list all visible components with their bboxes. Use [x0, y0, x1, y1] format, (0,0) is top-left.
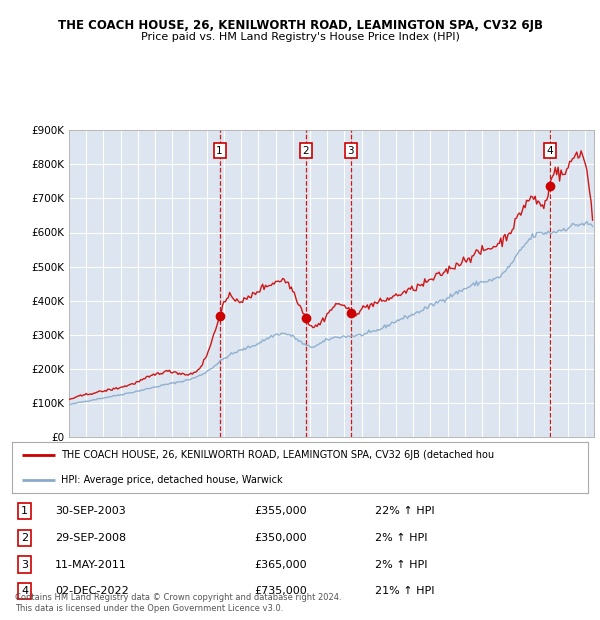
Text: 02-DEC-2022: 02-DEC-2022 — [55, 586, 129, 596]
Text: 2% ↑ HPI: 2% ↑ HPI — [375, 533, 427, 543]
Text: £365,000: £365,000 — [254, 559, 307, 570]
Text: 4: 4 — [546, 146, 553, 156]
Text: Contains HM Land Registry data © Crown copyright and database right 2024.
This d: Contains HM Land Registry data © Crown c… — [15, 593, 341, 613]
Text: HPI: Average price, detached house, Warwick: HPI: Average price, detached house, Warw… — [61, 475, 283, 485]
Text: 2: 2 — [21, 533, 28, 543]
Text: 22% ↑ HPI: 22% ↑ HPI — [375, 506, 434, 516]
Text: 30-SEP-2003: 30-SEP-2003 — [55, 506, 126, 516]
Text: £735,000: £735,000 — [254, 586, 307, 596]
Text: 1: 1 — [217, 146, 223, 156]
Text: THE COACH HOUSE, 26, KENILWORTH ROAD, LEAMINGTON SPA, CV32 6JB (detached hou: THE COACH HOUSE, 26, KENILWORTH ROAD, LE… — [61, 450, 494, 460]
Text: 11-MAY-2011: 11-MAY-2011 — [55, 559, 127, 570]
Text: 1: 1 — [21, 506, 28, 516]
Text: 21% ↑ HPI: 21% ↑ HPI — [375, 586, 434, 596]
Text: £350,000: £350,000 — [254, 533, 307, 543]
Text: Price paid vs. HM Land Registry's House Price Index (HPI): Price paid vs. HM Land Registry's House … — [140, 32, 460, 42]
Text: 2% ↑ HPI: 2% ↑ HPI — [375, 559, 427, 570]
Text: 29-SEP-2008: 29-SEP-2008 — [55, 533, 127, 543]
Text: 3: 3 — [21, 559, 28, 570]
Text: £355,000: £355,000 — [254, 506, 307, 516]
Text: 3: 3 — [347, 146, 354, 156]
Text: 2: 2 — [302, 146, 309, 156]
Text: 4: 4 — [21, 586, 28, 596]
Text: THE COACH HOUSE, 26, KENILWORTH ROAD, LEAMINGTON SPA, CV32 6JB: THE COACH HOUSE, 26, KENILWORTH ROAD, LE… — [58, 19, 542, 32]
